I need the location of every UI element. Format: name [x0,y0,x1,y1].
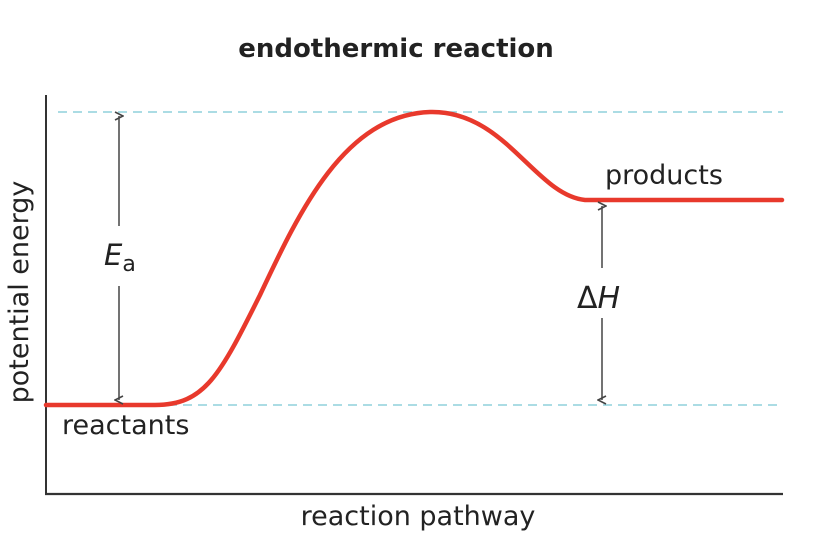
delta-symbol: Δ [577,281,598,316]
products-label: products [605,160,723,191]
x-axis-label: reaction pathway [301,501,536,532]
reactants-label: reactants [62,410,189,441]
diagram-title: endothermic reaction [238,34,554,64]
enthalpy-symbol: H [598,281,621,316]
energy-curve [43,109,785,408]
activation-energy-subscript: a [122,252,135,277]
y-axis-label: potential energy [4,181,35,404]
enthalpy-change-label: ΔH [577,281,620,316]
activation-energy-label: Ea [104,238,136,277]
activation-energy-symbol: E [104,238,123,272]
